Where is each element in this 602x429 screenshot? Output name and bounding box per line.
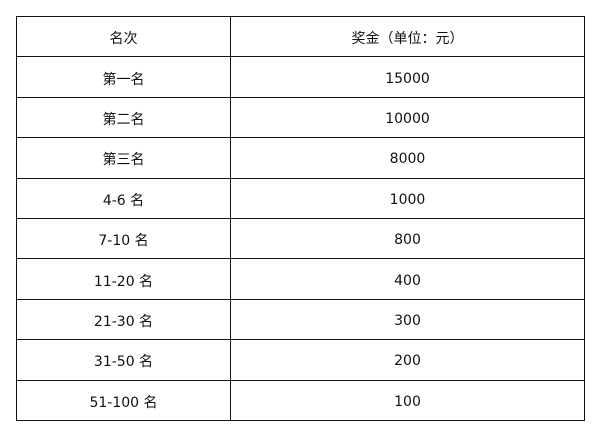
table-row: 11-20 名 400 xyxy=(16,258,585,300)
rank-cell: 31-50 名 xyxy=(16,339,231,381)
prize-cell: 800 xyxy=(230,217,585,260)
prize-table: 名次 奖金（单位：元） 第一名 15000 第二名 10000 第三名 8000 4-6 名… xyxy=(16,15,585,421)
table-row: 第一名 15000 xyxy=(16,56,585,98)
prize-cell: 200 xyxy=(230,339,585,381)
prize-cell: 8000 xyxy=(230,137,585,179)
header-rank: 名次 xyxy=(16,15,231,58)
prize-cell: 1000 xyxy=(230,177,585,219)
prize-cell: 15000 xyxy=(230,56,585,98)
table-row: 7-10 名 800 xyxy=(16,217,585,260)
table-row: 51-100 名 100 xyxy=(16,379,585,421)
rank-cell: 51-100 名 xyxy=(16,379,231,421)
rank-cell: 4-6 名 xyxy=(16,177,231,219)
header-prize: 奖金（单位：元） xyxy=(230,15,585,58)
prize-cell: 400 xyxy=(230,258,585,300)
rank-cell: 第三名 xyxy=(16,137,231,179)
table-row: 第三名 8000 xyxy=(16,137,585,179)
prize-cell: 10000 xyxy=(230,96,585,139)
rank-cell: 7-10 名 xyxy=(16,217,231,260)
prize-cell: 300 xyxy=(230,298,585,341)
table-row: 31-50 名 200 xyxy=(16,339,585,381)
rank-cell: 第一名 xyxy=(16,56,231,98)
rank-cell: 21-30 名 xyxy=(16,298,231,341)
prize-cell: 100 xyxy=(230,379,585,421)
table-row: 4-6 名 1000 xyxy=(16,177,585,219)
header-row: 名次 奖金（单位：元） xyxy=(16,15,585,58)
table-row: 21-30 名 300 xyxy=(16,298,585,341)
table-row: 第二名 10000 xyxy=(16,96,585,139)
rank-cell: 11-20 名 xyxy=(16,258,231,300)
rank-cell: 第二名 xyxy=(16,96,231,139)
